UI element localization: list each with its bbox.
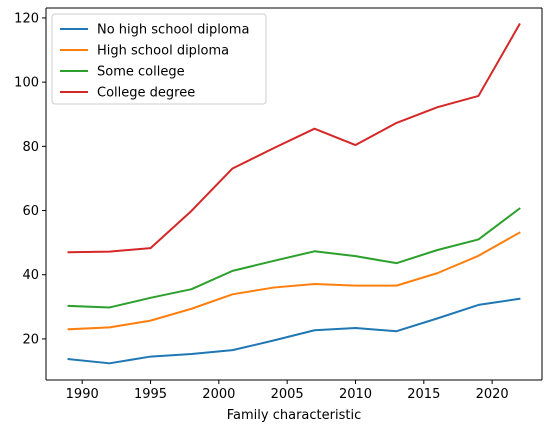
x-tick-label: 2000: [202, 387, 235, 402]
series-line-4: [67, 23, 521, 254]
series-line-3: [67, 207, 521, 309]
x-tick-label: 1995: [134, 387, 167, 402]
y-tick-label: 40: [22, 268, 39, 283]
legend-label: College degree: [97, 86, 195, 101]
legend-label: No high school diploma: [97, 23, 249, 38]
y-tick-label: 80: [22, 140, 39, 155]
ticks-layer: 1990 1995 2000 2005 2010 2015 2020204060801001…: [14, 11, 509, 402]
y-tick-label: 100: [14, 76, 39, 91]
series-line-1: [67, 297, 521, 365]
series-line-2: [67, 231, 521, 331]
x-tick-label: 2010: [339, 387, 372, 402]
x-axis-title: Family characteristic: [227, 408, 361, 423]
legend: No high school diploma High school diplom…: [51, 13, 267, 105]
y-tick-label: 20: [22, 332, 39, 347]
x-tick-label: 2005: [271, 387, 304, 402]
axes-layer: [45, 7, 543, 381]
series-layer: [67, 23, 521, 365]
y-tick-label: 60: [22, 204, 39, 219]
x-tick-label: 2020: [476, 387, 509, 402]
y-tick-label: 120: [14, 11, 39, 26]
legend-label: High school diploma: [97, 44, 229, 59]
legend-label: Some college: [97, 65, 185, 80]
legend-frame: [51, 13, 267, 105]
x-tick-label: 1990: [66, 387, 99, 402]
x-tick-label: 2015: [407, 387, 440, 402]
